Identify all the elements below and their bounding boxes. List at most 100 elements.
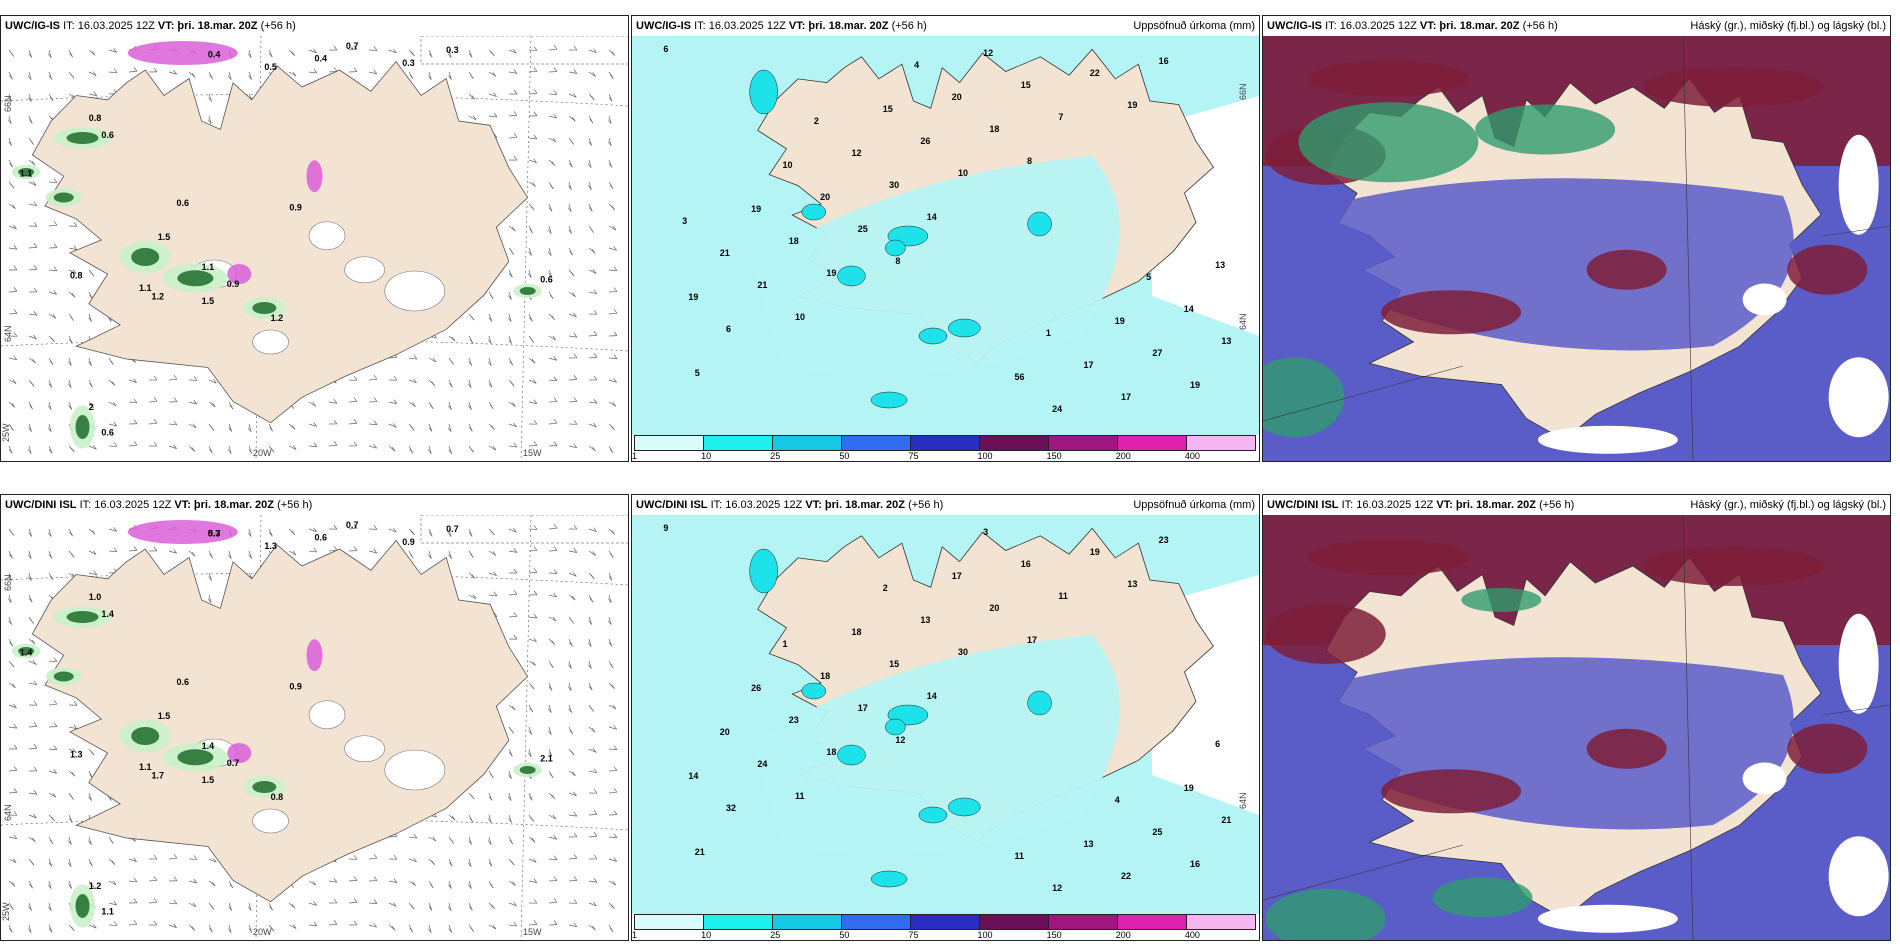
axis-label: 64N [1238, 313, 1248, 330]
precip-value: 0.8 [70, 270, 83, 280]
high-cloud [1586, 249, 1667, 290]
precip-value: 1.3 [264, 541, 277, 551]
colorbar-cell [704, 436, 773, 450]
colorbar-tick: 75 [908, 451, 919, 461]
precip-value: 4 [914, 60, 919, 70]
precip-core [1027, 211, 1052, 237]
precip-heavy [519, 287, 536, 295]
precip-value: 8 [895, 256, 900, 266]
graticule [1263, 515, 1890, 940]
precip-value: 18 [789, 236, 799, 246]
precip-value: 18 [820, 671, 830, 681]
iceland-land [31, 60, 529, 424]
precip-value: 30 [889, 180, 899, 190]
precip-value: 1.2 [271, 313, 284, 323]
axis-label: 25W [1, 902, 11, 921]
precip-value: 0.9 [227, 279, 240, 289]
precip-value: 19 [1190, 380, 1200, 390]
colorbar-tick: 150 [1046, 930, 1062, 940]
precip-value: 18 [989, 124, 999, 134]
precip-value: 14 [688, 771, 698, 781]
precip-value: 17 [1027, 635, 1037, 645]
panel-header: UWC/IG-IS IT: 16.03.2025 12Z VT: þri. 18… [632, 16, 1259, 36]
precip-value: 17 [1121, 392, 1131, 402]
precip-heavy [252, 302, 277, 314]
colorbar-cell [980, 915, 1049, 929]
low-cloud [1263, 357, 1345, 438]
colorbar-cell [842, 915, 911, 929]
precip-value: 21 [720, 248, 730, 258]
precip-value: 21 [1221, 815, 1231, 825]
precip-value: 13 [920, 615, 930, 625]
precip-heavy [66, 132, 99, 144]
precip-value: 2 [883, 583, 888, 593]
colorbar-tick: 10 [701, 930, 712, 940]
glacier [344, 735, 385, 763]
precip-heavy [18, 168, 35, 176]
map-wind[interactable]: 66N 64N 25W 20W 15W 0.7 1.3 0.6 0.7 0.9 0.7 1.0 1.4 1… [1, 515, 628, 940]
precip-core [918, 327, 948, 345]
panel-dini-precip: UWC/DINI ISL IT: 16.03.2025 12Z VT: þri.… [631, 494, 1260, 941]
precip-value: 1.1 [139, 762, 152, 772]
glacier [384, 270, 446, 312]
precip-value: 16 [1159, 56, 1169, 66]
panel-ig-precip: UWC/IG-IS IT: 16.03.2025 12Z VT: þri. 18… [631, 15, 1260, 462]
precip-value: 20 [989, 603, 999, 613]
precip-value: 17 [1083, 360, 1093, 370]
colorbar-tick: 50 [839, 930, 850, 940]
precip-value: 1.1 [101, 907, 114, 917]
precip-core [885, 718, 906, 736]
precip-value: 22 [1090, 68, 1100, 78]
snow-area [227, 264, 252, 284]
glacier [308, 700, 346, 730]
precip-value: 0.7 [346, 41, 359, 51]
map-precip[interactable]: 6 8 19 10 8 5 14 16 19 7 6 10 19 25 22 21 18 13 30 17 18 15 19… [632, 36, 1259, 436]
high-cloud [1265, 604, 1386, 664]
graticule [1263, 36, 1890, 461]
precip-value: 6 [1215, 739, 1220, 749]
clear-sky [1838, 613, 1879, 714]
precip-value: 0.3 [402, 58, 415, 68]
precip-heavy [131, 727, 160, 745]
panel-title-right: Háský (gr.), miðský (fj.bl.) og lágský (… [1690, 499, 1886, 511]
clear-sky [1828, 357, 1889, 438]
colorbar-cell [773, 436, 842, 450]
precip-value: 9 [663, 523, 668, 533]
axis-label: 15W [523, 927, 542, 937]
precip-value: 1 [1046, 328, 1051, 338]
precip-value: 5 [695, 368, 700, 378]
precip-value: 3 [983, 527, 988, 537]
precip-value: 19 [826, 268, 836, 278]
colorbar: 1 10 25 50 75 100 150 200 400 [632, 914, 1259, 940]
hatched-area [420, 36, 628, 65]
precip-value: 5.3 [208, 528, 221, 538]
snow-area [127, 520, 238, 544]
precip-value: 19 [1184, 783, 1194, 793]
precip-value: 0.9 [289, 681, 302, 691]
precip-value: 14 [927, 691, 937, 701]
map-cloud[interactable] [1263, 36, 1890, 461]
precip-value: 0.9 [289, 202, 302, 212]
precip-core [918, 806, 948, 824]
glacier [252, 329, 289, 355]
precip-field [752, 156, 1120, 376]
map-wind[interactable]: 66N 64N 25W 20W 15W 0.4 0.5 0.4 0.7 0.3 0.3 0.8 0.6 1… [1, 36, 628, 461]
colorbar-tick: 1 [632, 930, 638, 940]
precip-core [837, 744, 866, 766]
precip-value: 13 [1127, 579, 1137, 589]
panel-dini-wind: UWC/DINI ISL IT: 16.03.2025 12Z VT: þri.… [0, 494, 629, 941]
axis-label: 20W [253, 927, 272, 937]
colorbar-cell [911, 915, 980, 929]
axis-label: 25W [1, 423, 11, 442]
precip-value: 1.4 [20, 647, 33, 657]
colorbar-cell [773, 915, 842, 929]
snow-area [227, 743, 252, 763]
low-cloud [1298, 102, 1479, 183]
map-cloud[interactable] [1263, 515, 1890, 940]
snow-area [306, 160, 323, 193]
panel-dini-cloud: UWC/DINI ISL IT: 16.03.2025 12Z VT: þri.… [1262, 494, 1891, 941]
precip-value: 24 [1052, 404, 1062, 414]
axis-label: 15W [523, 448, 542, 458]
map-precip[interactable]: 9 12 13 11 17 21 14 23 18 11 32 30 16 17 19 24 20 21 15 22 2… [632, 515, 1259, 915]
precip-value: 1.4 [202, 741, 215, 751]
